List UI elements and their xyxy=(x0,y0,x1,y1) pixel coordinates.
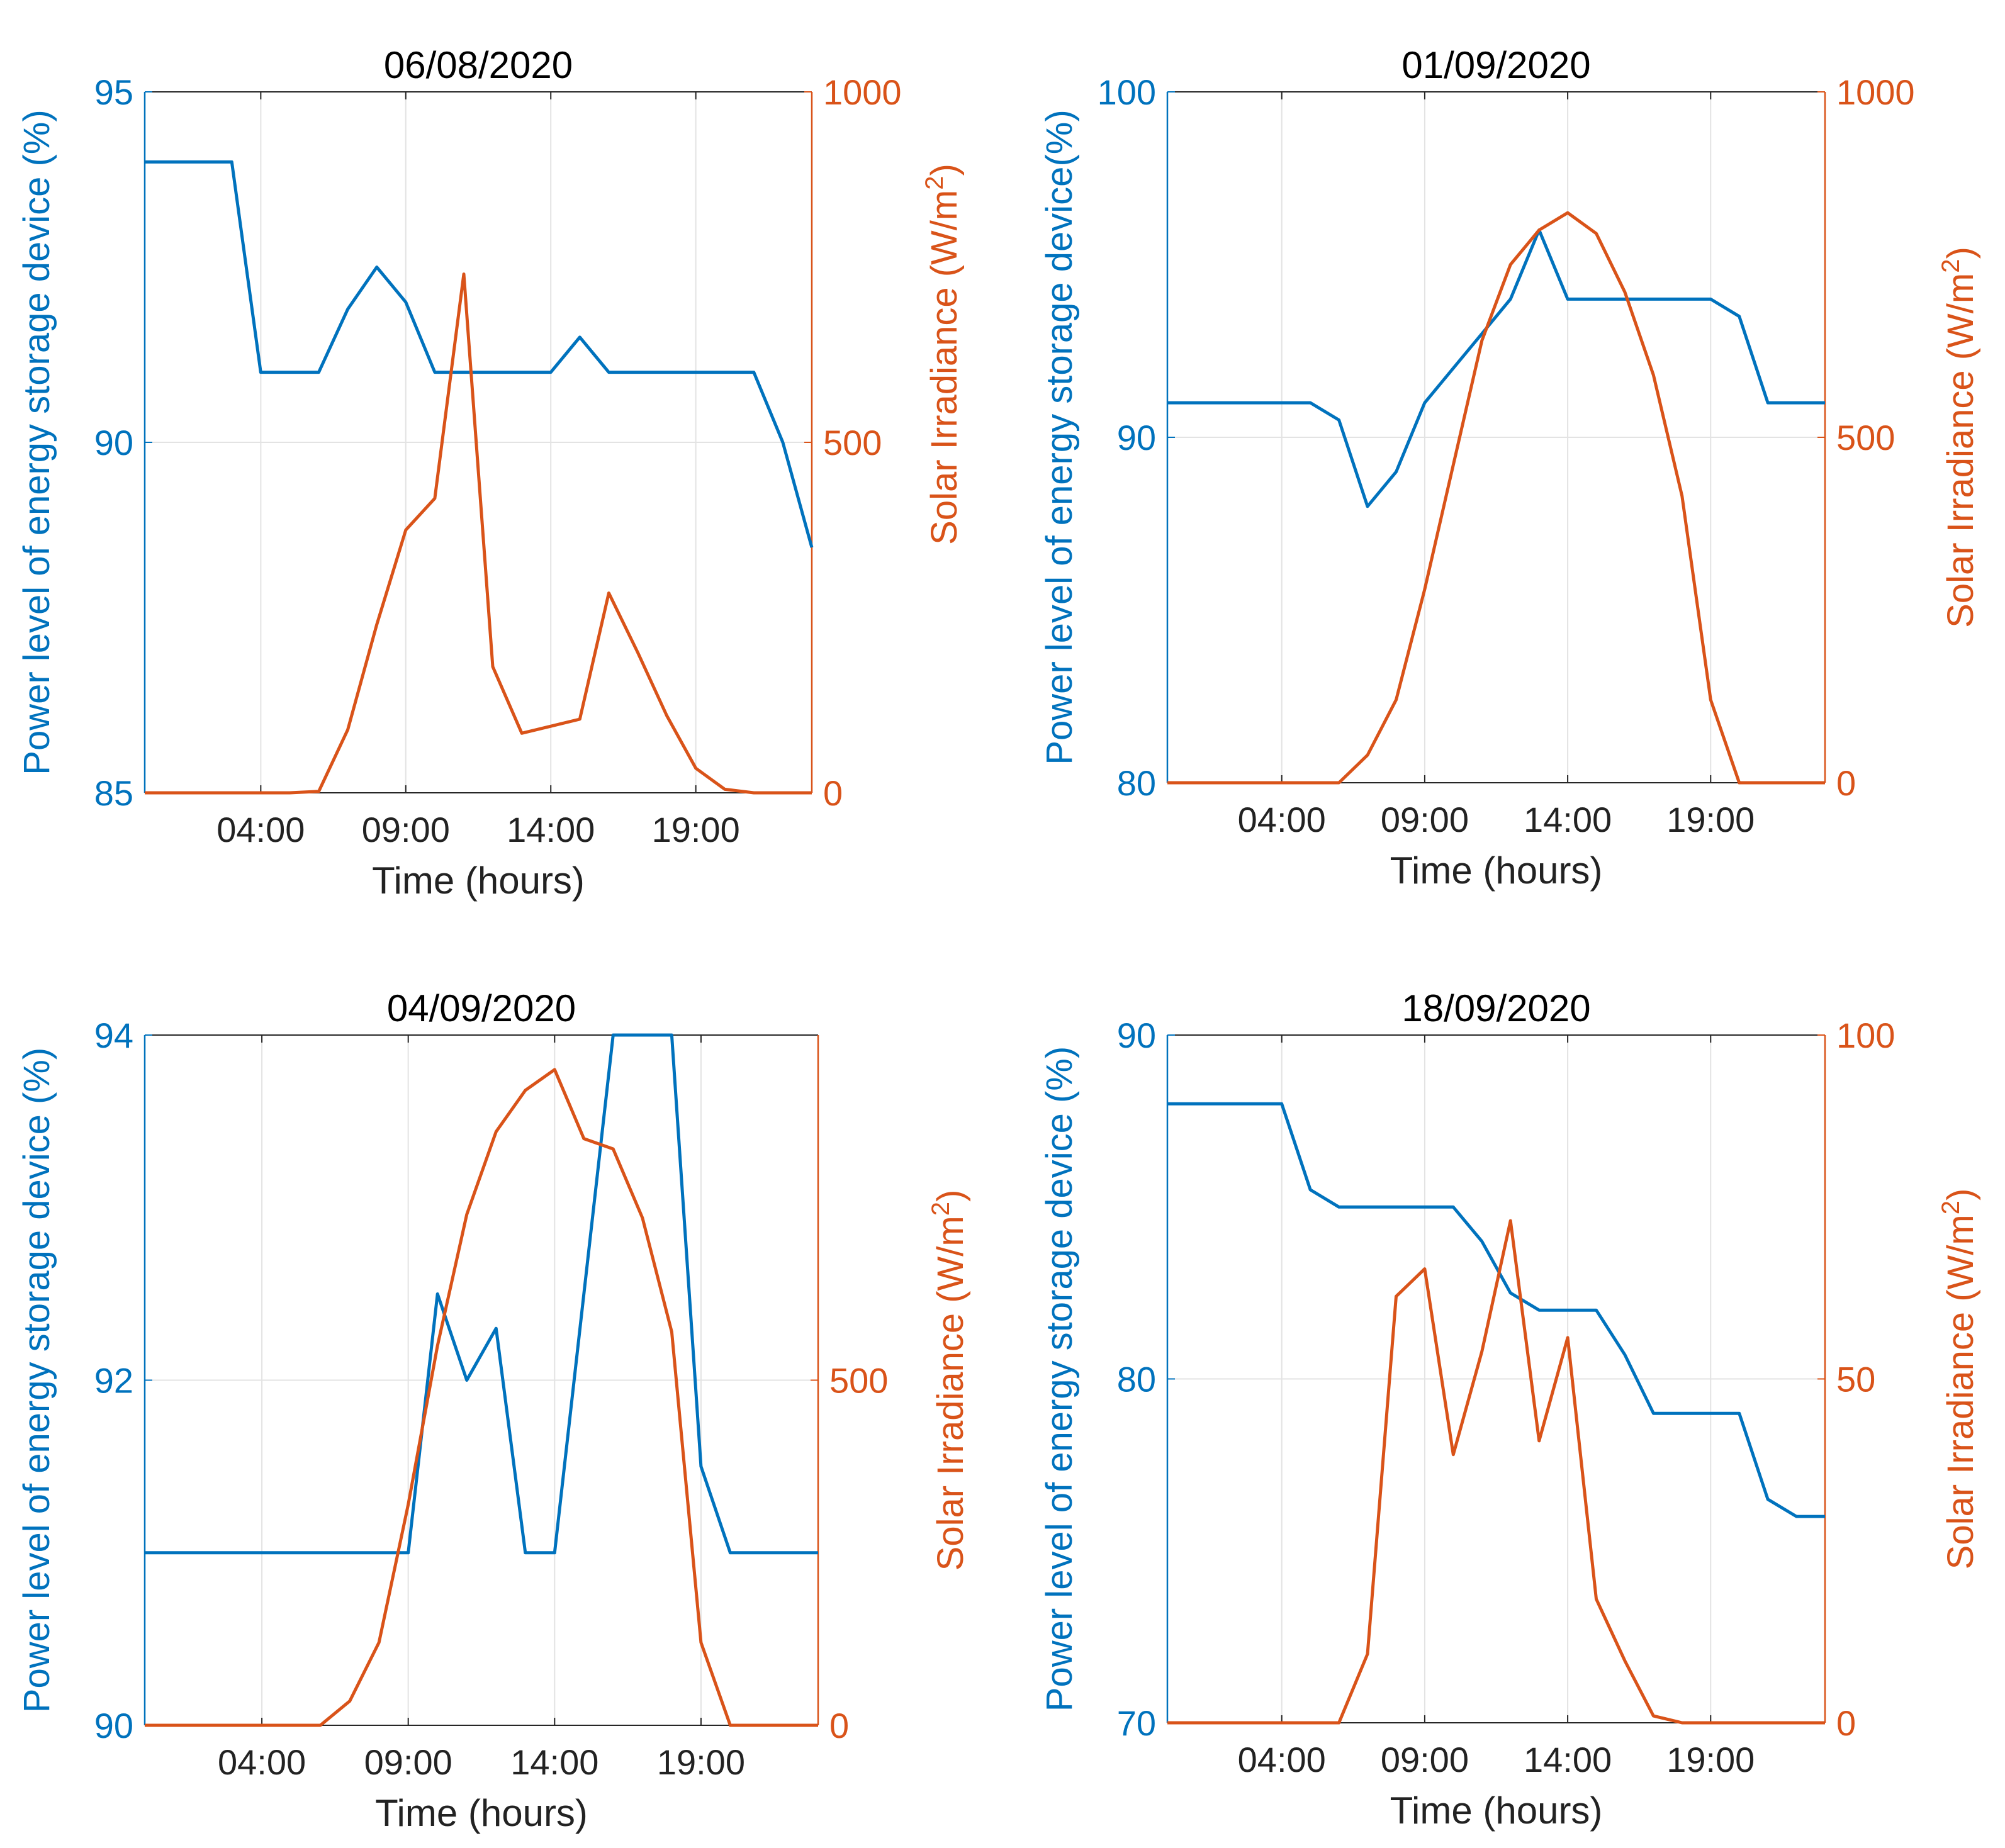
chart-title: 18/09/2020 xyxy=(1401,987,1590,1029)
chart-panel-2: 04:00 09:00 14:00 19:0080901000500100001/09… xyxy=(1039,44,1981,892)
x-tick-label: 14:00 xyxy=(507,810,595,849)
right-y-axis-label: Solar Irradiance (W/m2) xyxy=(1937,247,1981,628)
x-tick-label: 04:00 xyxy=(218,1742,306,1782)
right-y-tick-label: 0 xyxy=(823,773,843,813)
right-y-tick-label: 0 xyxy=(829,1706,849,1745)
x-tick-label: 09:00 xyxy=(362,810,450,849)
right-y-tick-label: 0 xyxy=(1836,763,1856,803)
right-y-axis-label: Solar Irradiance (W/m2) xyxy=(1937,1189,1981,1570)
power-level-series-line xyxy=(145,160,814,548)
right-y-tick-label: 1000 xyxy=(823,72,902,112)
x-axis-label: Time (hours) xyxy=(1390,849,1603,892)
chart-title: 06/08/2020 xyxy=(384,44,573,86)
solar-irradiance-series-line xyxy=(1167,211,1825,785)
left-y-tick-label: 94 xyxy=(94,1016,133,1055)
x-axis-label: Time (hours) xyxy=(375,1792,588,1834)
x-tick-label: 19:00 xyxy=(657,1742,745,1782)
left-y-axis-label: Power level of energy storage device(%) xyxy=(1039,109,1080,764)
x-tick-label: 14:00 xyxy=(1524,1740,1612,1779)
x-tick-label: 14:00 xyxy=(1524,800,1612,839)
x-tick-label: 04:00 xyxy=(1238,800,1326,839)
x-tick-label: 04:00 xyxy=(216,810,305,849)
x-tick-label: 09:00 xyxy=(1381,800,1469,839)
left-y-tick-label: 85 xyxy=(94,773,133,813)
left-y-axis-label: Power level of energy storage device (%) xyxy=(16,109,57,775)
solar-irradiance-series-line xyxy=(1167,1219,1825,1725)
left-y-tick-label: 80 xyxy=(1117,1360,1156,1399)
left-y-tick-label: 92 xyxy=(94,1361,133,1401)
right-y-tick-label: 500 xyxy=(829,1361,888,1401)
left-y-tick-label: 100 xyxy=(1098,72,1156,112)
x-tick-label: 09:00 xyxy=(364,1742,452,1782)
solar-irradiance-series-line xyxy=(145,1068,818,1727)
right-y-tick-label: 100 xyxy=(1836,1016,1895,1055)
x-tick-label: 19:00 xyxy=(1666,1740,1755,1779)
solar-irradiance-series-line xyxy=(145,272,812,795)
power-level-series-line xyxy=(1167,228,1825,508)
x-tick-label: 04:00 xyxy=(1238,1740,1326,1779)
chart-panel-3: 04:00 09:00 14:00 19:00 90 92 94 0 500 04/09/2020… xyxy=(16,987,971,1834)
power-level-series-line xyxy=(1167,1102,1825,1518)
left-y-axis-label: Power level of energy storage device (%) xyxy=(16,1048,57,1713)
left-y-axis-label: Power level of energy storage device (%) xyxy=(1039,1046,1080,1711)
chart-panel-1: 04:00 09:00 14:00 19:00 85 90 95 0 500 1000 06/08/… xyxy=(16,44,965,902)
x-tick-label: 14:00 xyxy=(510,1742,598,1782)
left-y-tick-label: 90 xyxy=(94,1706,133,1745)
x-tick-label: 19:00 xyxy=(652,810,740,849)
x-tick-label: 19:00 xyxy=(1666,800,1755,839)
power-level-series-line xyxy=(145,1033,818,1555)
left-y-tick-label: 90 xyxy=(1117,1016,1156,1055)
right-y-tick-label: 50 xyxy=(1836,1360,1875,1399)
left-y-tick-label: 90 xyxy=(94,423,133,462)
right-y-tick-label: 500 xyxy=(823,423,882,462)
chart-title: 01/09/2020 xyxy=(1401,44,1590,86)
right-y-tick-label: 500 xyxy=(1836,418,1895,457)
left-y-tick-label: 95 xyxy=(94,72,133,112)
right-y-tick-label: 1000 xyxy=(1836,72,1915,112)
x-axis-label: Time (hours) xyxy=(372,860,585,902)
right-y-axis-label: Solar Irradiance (W/m2) xyxy=(921,164,965,545)
x-tick-label: 09:00 xyxy=(1381,1740,1469,1779)
x-axis-label: Time (hours) xyxy=(1390,1789,1603,1832)
left-y-tick-label: 90 xyxy=(1117,418,1156,457)
chart-panel-4: 04:00 09:00 14:00 19:00 70 80 90 0 50 100 18/09/20… xyxy=(1039,987,1981,1832)
left-y-tick-label: 70 xyxy=(1117,1703,1156,1743)
right-y-axis-label: Solar Irradiance (W/m2) xyxy=(927,1190,971,1571)
chart-title: 04/09/2020 xyxy=(387,987,576,1029)
right-y-tick-label: 0 xyxy=(1836,1703,1856,1743)
left-y-tick-label: 80 xyxy=(1117,763,1156,803)
